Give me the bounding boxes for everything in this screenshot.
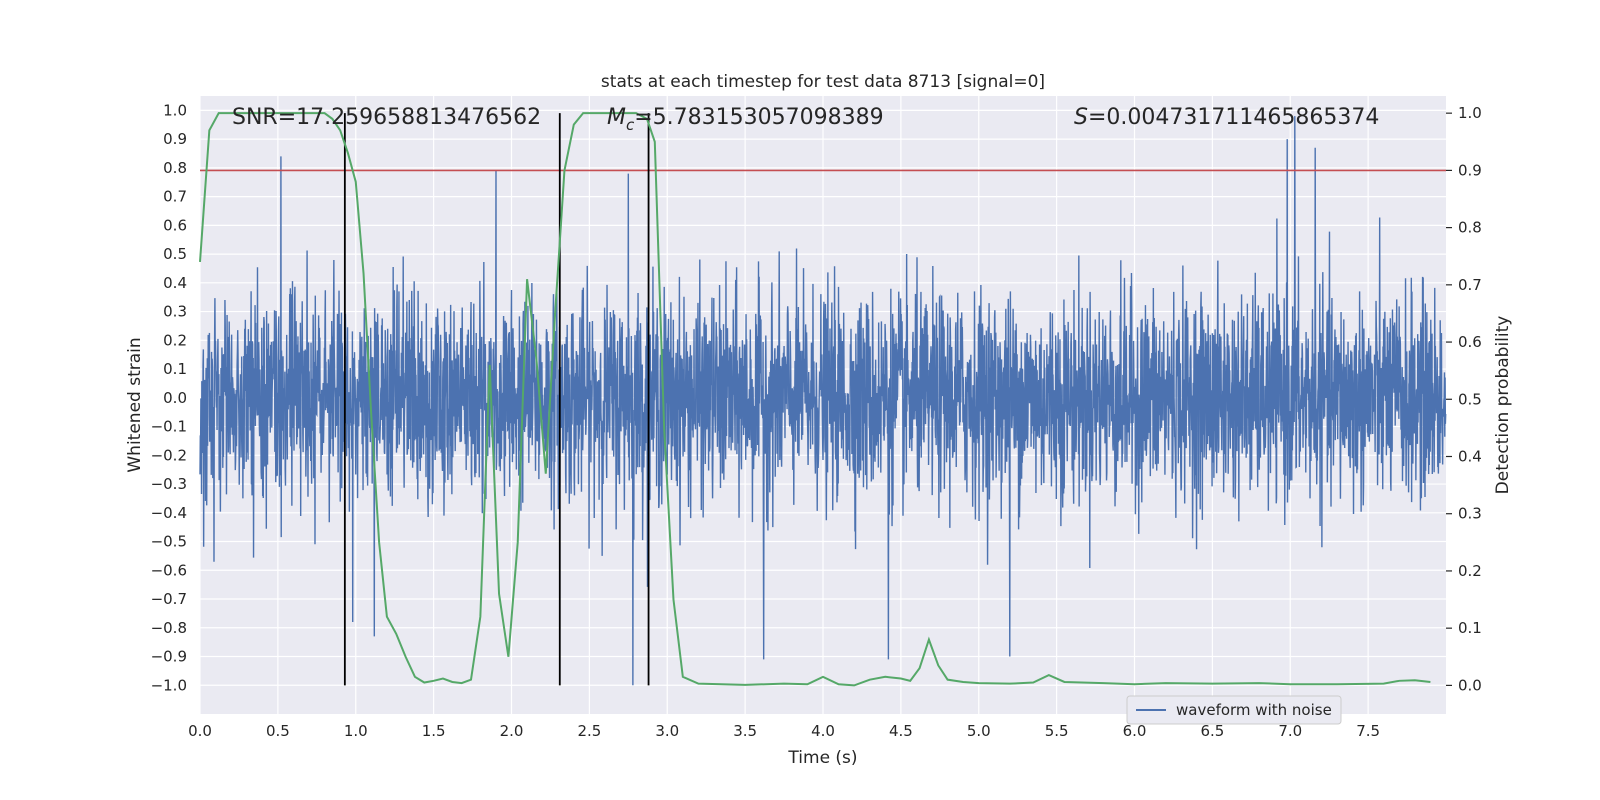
y-axis-label-left: Whitened strain <box>125 337 145 472</box>
probability-line <box>199 112 1431 687</box>
x-tick-label: 1.5 <box>422 722 446 740</box>
y-left-tick-label: 0.6 <box>163 216 187 234</box>
y-right-tick-label: 0.2 <box>1458 562 1482 580</box>
chirp-mass-subscript: c <box>626 116 635 134</box>
legend-box <box>1126 695 1342 725</box>
y-left-tick-label: −0.8 <box>151 619 187 637</box>
y-right-tick-label: 0.7 <box>1458 276 1482 294</box>
y-right-tick-label: 0.0 <box>1458 676 1482 694</box>
y-left-tick-label: −0.2 <box>151 446 187 464</box>
x-tick-label: 0.5 <box>266 722 290 740</box>
x-tick-label: 0.0 <box>188 722 212 740</box>
y-left-tick-label: 0.3 <box>163 303 187 321</box>
snr-annotation: SNR=17.259658813476562 <box>232 105 541 130</box>
y-left-tick-label: −0.9 <box>151 648 187 666</box>
x-tick-label: 3.0 <box>655 722 679 740</box>
y-right-tick-label: 0.8 <box>1458 219 1482 237</box>
y-left-tick-label: −0.6 <box>151 561 187 579</box>
y-left-tick-label: −0.7 <box>151 590 187 608</box>
legend: waveform with noise <box>1126 695 1342 725</box>
chirp-mass-value: =5.783153057098389 <box>634 105 883 130</box>
y-right-tick-label: 0.4 <box>1458 448 1482 466</box>
overlays <box>199 112 1446 687</box>
s-annotation: S=0.004731711465865374 <box>1074 105 1379 130</box>
x-tick-label: 2.0 <box>500 722 524 740</box>
x-tick-label: 5.5 <box>1045 722 1069 740</box>
y-left-tick-label: −0.3 <box>151 475 187 493</box>
s-symbol: S <box>1074 105 1088 130</box>
y-left-tick-label: 0.4 <box>163 274 187 292</box>
y-left-tick-label: 0.2 <box>163 331 187 349</box>
x-tick-label: 1.0 <box>344 722 368 740</box>
legend-label: waveform with noise <box>1176 701 1332 719</box>
y-left-tick-label: 0.7 <box>163 188 187 206</box>
y-left-tick-label: 1.0 <box>163 101 187 119</box>
x-tick-label: 2.5 <box>577 722 601 740</box>
y-left-tick-label: 0.1 <box>163 360 187 378</box>
y-left-tick-label: −0.4 <box>151 504 187 522</box>
chart-title: stats at each timestep for test data 871… <box>601 72 1045 92</box>
chirp-mass-symbol: M <box>607 105 626 130</box>
y-left-tick-label: −1.0 <box>151 676 187 694</box>
s-value: =0.004731711465865374 <box>1088 105 1379 130</box>
x-tick-label: 5.0 <box>967 722 991 740</box>
y-right-tick-label: 1.0 <box>1458 104 1482 122</box>
y-left-tick-label: −0.1 <box>151 418 187 436</box>
y-right-tick-label: 0.6 <box>1458 333 1482 351</box>
x-tick-label: 4.0 <box>811 722 835 740</box>
x-tick-label: 6.5 <box>1200 722 1224 740</box>
y-right-tick-label: 0.1 <box>1458 619 1482 637</box>
x-tick-label: 6.0 <box>1123 722 1147 740</box>
y-left-tick-label: 0.9 <box>163 130 187 148</box>
y-right-tick-label: 0.5 <box>1458 390 1482 408</box>
y-left-tick-label: 0.5 <box>163 245 187 263</box>
y-axis-label-right: Detection probability <box>1493 316 1513 495</box>
y-left-tick-label: 0.8 <box>163 159 187 177</box>
axes: 0.0 0.5 1.0 1.5 2.0 2.5 3.0 3.5 4.0 4.5 5.0 5.5 6.0 6… <box>151 101 1482 740</box>
y-left-tick-label: −0.5 <box>151 533 187 551</box>
x-tick-label: 7.0 <box>1278 722 1302 740</box>
x-tick-label: 4.5 <box>889 722 913 740</box>
x-tick-label: 7.5 <box>1356 722 1380 740</box>
waveform-series <box>199 116 1447 686</box>
y-left-tick-label: 0.0 <box>163 389 187 407</box>
waveform-line <box>199 116 1447 686</box>
y-right-tick-label: 0.9 <box>1458 161 1482 179</box>
x-tick-label: 3.5 <box>733 722 757 740</box>
x-axis-label: Time (s) <box>787 748 857 768</box>
chirp-mass-annotation: Mc=5.783153057098389 <box>607 105 884 134</box>
y-right-tick-label: 0.3 <box>1458 505 1482 523</box>
